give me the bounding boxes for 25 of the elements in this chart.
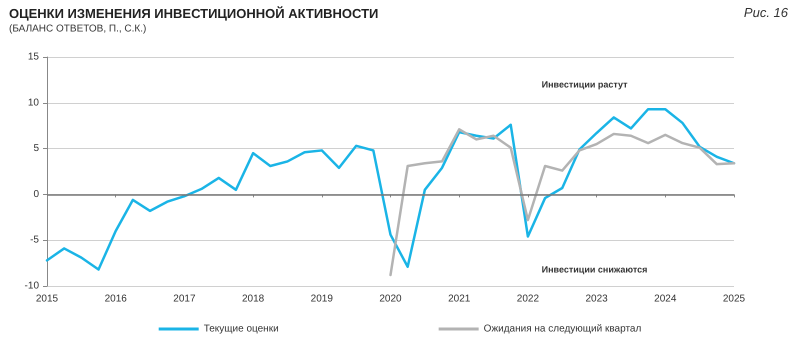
x-tick-label: 2024	[654, 294, 677, 304]
x-tick-label: 2015	[36, 294, 59, 304]
annotation: Инвестиции растут	[542, 79, 628, 90]
x-tick-label: 2025	[722, 294, 746, 304]
x-tick-label: 2019	[310, 294, 334, 304]
y-tick-label: 10	[28, 97, 40, 108]
x-tick-label: 2017	[173, 294, 196, 304]
y-tick-label: 5	[33, 143, 40, 154]
x-tick-label: 2018	[242, 294, 265, 304]
x-tick-label: 2016	[104, 294, 128, 304]
legend-label: Ожидания на следующий квартал	[484, 324, 642, 334]
y-tick-label: 15	[28, 52, 40, 62]
chart-title: ОЦЕНКИ ИЗМЕНЕНИЯ ИНВЕСТИЦИОННОЙ АКТИВНОСТИ	[9, 6, 378, 21]
line-series	[389, 128, 736, 276]
x-tick-label: 2022	[516, 294, 540, 304]
annotation: Инвестиции снижаются	[542, 264, 648, 274]
x-tick-label: 2020	[379, 294, 402, 304]
y-tick-label: -10	[24, 280, 40, 292]
x-tick-label: 2023	[585, 294, 608, 304]
legend-label: Текущие оценки	[204, 324, 279, 334]
x-tick-label: 2021	[448, 294, 471, 304]
y-tick-label: -5	[30, 234, 40, 246]
text: Рис. 16	[744, 5, 789, 20]
y-tick-label: 0	[33, 188, 40, 200]
chart-subtitle: (БАЛАНС ОТВЕТОВ, П., С.К.)	[9, 24, 146, 34]
